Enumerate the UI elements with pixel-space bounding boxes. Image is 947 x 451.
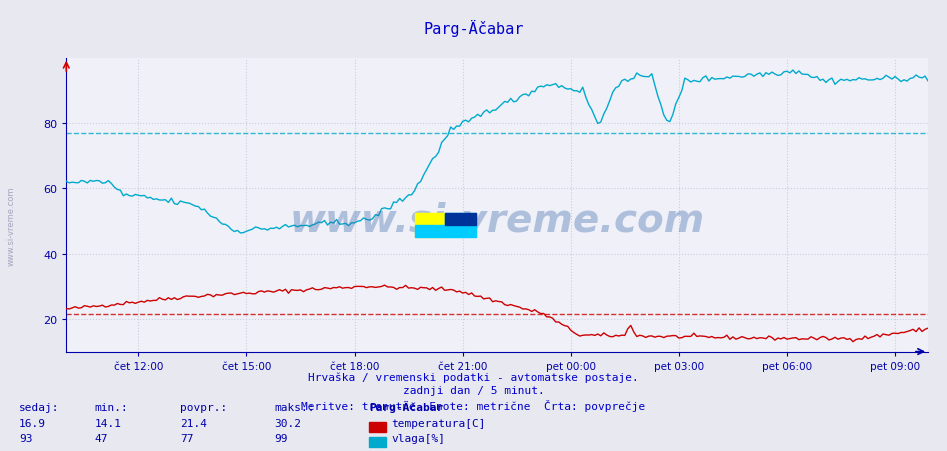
Text: vlaga[%]: vlaga[%] xyxy=(391,433,445,443)
Text: www.si-vreme.com: www.si-vreme.com xyxy=(290,201,705,239)
Bar xyxy=(445,214,475,238)
Text: Parg-Äčabar: Parg-Äčabar xyxy=(369,400,443,412)
Text: 47: 47 xyxy=(95,433,108,443)
Text: min.:: min.: xyxy=(95,402,129,412)
Text: Hrvaška / vremenski podatki - avtomatske postaje.: Hrvaška / vremenski podatki - avtomatske… xyxy=(308,372,639,382)
Text: 93: 93 xyxy=(19,433,32,443)
Text: 30.2: 30.2 xyxy=(275,418,302,428)
Text: maks.:: maks.: xyxy=(275,402,315,412)
Bar xyxy=(416,214,445,238)
Text: 16.9: 16.9 xyxy=(19,418,46,428)
Text: 77: 77 xyxy=(180,433,193,443)
Text: temperatura[C]: temperatura[C] xyxy=(391,418,486,428)
Text: Parg-Äčabar: Parg-Äčabar xyxy=(423,20,524,37)
Text: www.si-vreme.com: www.si-vreme.com xyxy=(7,186,16,265)
Bar xyxy=(445,214,475,226)
Text: sedaj:: sedaj: xyxy=(19,402,60,412)
Bar xyxy=(416,226,445,238)
Text: povpr.:: povpr.: xyxy=(180,402,227,412)
Text: zadnji dan / 5 minut.: zadnji dan / 5 minut. xyxy=(402,386,545,396)
Text: 99: 99 xyxy=(275,433,288,443)
Text: 14.1: 14.1 xyxy=(95,418,122,428)
Text: 21.4: 21.4 xyxy=(180,418,207,428)
Text: Meritve: trenutne  Enote: metrične  Črta: povprečje: Meritve: trenutne Enote: metrične Črta: … xyxy=(301,399,646,411)
